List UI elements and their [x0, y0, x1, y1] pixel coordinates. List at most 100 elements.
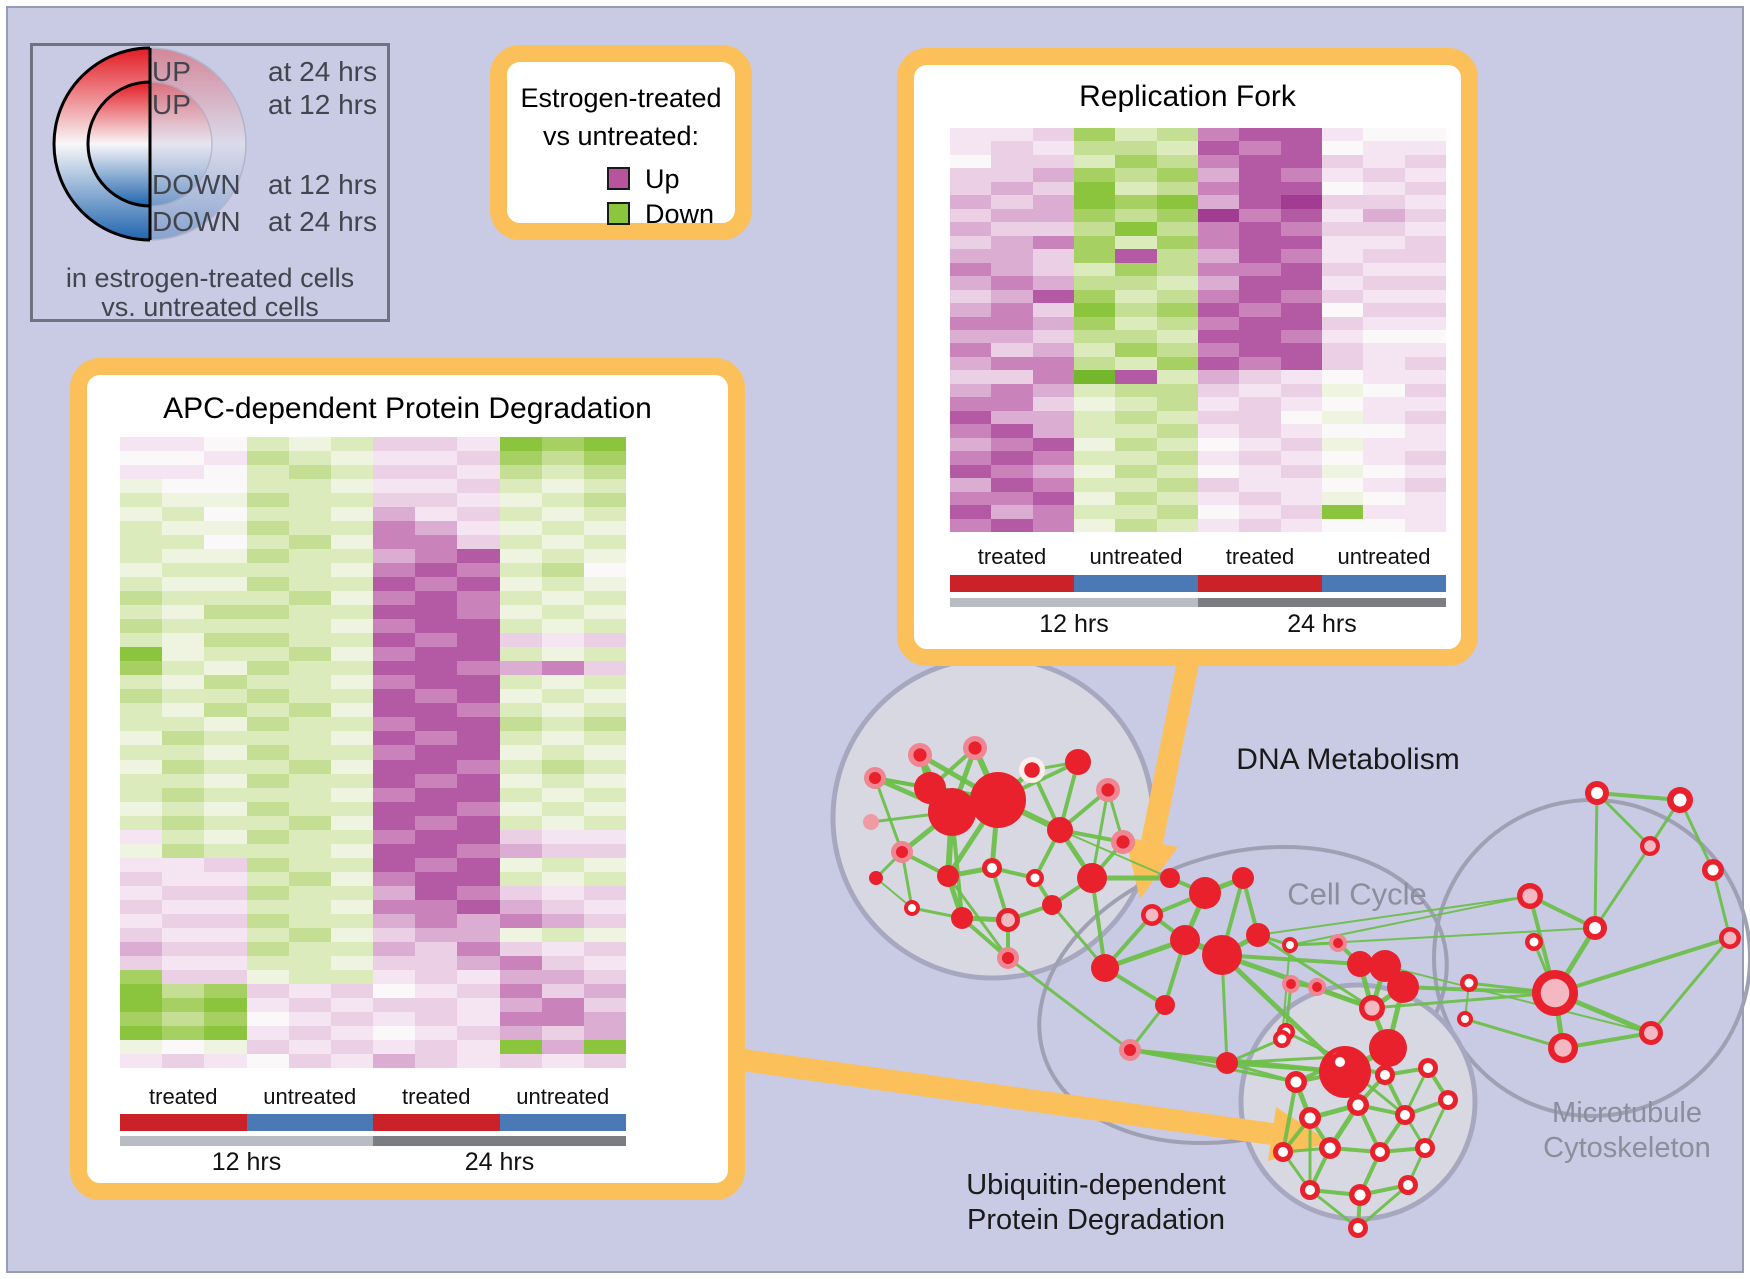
heatmap-cell — [541, 759, 584, 774]
condition-color-bar-segment — [1322, 575, 1446, 592]
heatmap-cell — [373, 549, 416, 564]
timepoint-bar-24hrs — [373, 1136, 626, 1146]
heatmap-cell — [1363, 128, 1405, 142]
heatmap-cell — [204, 927, 247, 942]
heatmap-cell — [499, 1011, 542, 1026]
network-node-core — [1380, 1070, 1390, 1080]
heatmap-cell — [120, 675, 163, 690]
heatmap-cell — [991, 329, 1033, 344]
heatmap-cell — [1073, 464, 1116, 479]
heatmap-cell — [1321, 343, 1364, 357]
heatmap-cell — [330, 577, 373, 592]
condition-color-bar-segment — [120, 1114, 247, 1131]
heatmap-cell — [1239, 235, 1281, 250]
cluster-label-dna-metabolism: DNA Metabolism — [1236, 743, 1460, 776]
heatmap-cell — [541, 829, 584, 844]
heatmap-cell — [204, 717, 247, 732]
heatmap-cell — [204, 745, 247, 760]
heatmap-cell — [457, 941, 500, 956]
heatmap-cell — [1363, 329, 1405, 344]
heatmap-cell — [162, 563, 205, 578]
heatmap-cell — [541, 661, 584, 676]
heatmap-cell — [583, 997, 626, 1012]
heatmap-cell — [499, 1025, 542, 1040]
heatmap-cell — [120, 619, 163, 634]
condition-label: untreated — [1089, 544, 1183, 569]
heatmap-cell — [162, 689, 205, 704]
network-node-core — [1277, 1034, 1287, 1044]
heatmap-cell — [1197, 208, 1240, 223]
heatmap-cell — [120, 661, 163, 676]
heatmap-cell — [457, 801, 500, 816]
heatmap-cell — [1280, 437, 1322, 452]
heatmap-cell — [162, 605, 205, 620]
heatmap-cell — [120, 647, 163, 662]
timepoint-label: 24 hrs — [464, 1148, 535, 1176]
heatmap-cell — [204, 857, 247, 872]
heatmap-cell — [415, 997, 458, 1012]
heatmap-cell — [330, 913, 373, 928]
heatmap-cell — [1363, 464, 1405, 479]
heatmap-cell — [1280, 370, 1322, 384]
heatmap-cell — [1239, 303, 1281, 317]
network-node-core — [1353, 1223, 1363, 1233]
heatmap-cell — [246, 885, 289, 900]
heatmap-cell — [162, 759, 205, 774]
heatmap-cell — [991, 356, 1033, 371]
heatmap-cell — [1239, 316, 1281, 330]
heatmap-cell — [415, 983, 458, 998]
network-node — [937, 865, 959, 887]
heatmap-cell — [120, 703, 163, 718]
heatmap-cell — [1197, 424, 1240, 438]
heatmap-cell — [1073, 128, 1116, 142]
heatmap-cell — [1321, 329, 1364, 344]
heatmap-cell — [415, 773, 458, 788]
heatmap-cell — [288, 717, 331, 732]
heatmap-cell — [373, 1039, 416, 1054]
heatmap-cell — [499, 633, 542, 648]
heatmap-cell — [541, 633, 584, 648]
heatmap-cell — [1197, 478, 1240, 492]
heatmap-cell — [1197, 262, 1240, 277]
heatmap-cell — [1239, 154, 1281, 169]
heatmap-cell — [1115, 464, 1157, 479]
heatmap-cell — [415, 815, 458, 830]
heatmap-cell — [1197, 397, 1240, 411]
heatmap-cell — [373, 507, 416, 522]
timepoint-label: 24 hrs — [1287, 610, 1357, 638]
heatmap-cell — [1073, 356, 1116, 371]
heatmap-cell — [162, 885, 205, 900]
heatmap-cell — [288, 843, 331, 858]
heatmap-cell — [1032, 424, 1074, 438]
heatmap-cell — [288, 451, 331, 466]
heatmap-cell — [288, 899, 331, 914]
heatmap-cell — [950, 262, 992, 277]
network-node-core — [1024, 762, 1040, 778]
heatmap-cell — [1321, 397, 1364, 411]
heatmap-cell — [204, 451, 247, 466]
heatmap-cell — [541, 493, 584, 508]
heatmap-cell — [246, 969, 289, 984]
heatmap-cell — [991, 276, 1033, 290]
heatmap-cell — [541, 745, 584, 760]
heatmap-cell — [499, 549, 542, 564]
heatmap-cell — [541, 997, 584, 1012]
network-node-core — [1286, 941, 1294, 949]
network-node — [1077, 863, 1107, 893]
heatmap-cell — [499, 577, 542, 592]
network-node-core — [1554, 1039, 1572, 1057]
apc-heatmap — [120, 437, 626, 1068]
heatmap-cell — [457, 997, 500, 1012]
heatmap-cell — [288, 885, 331, 900]
heatmap-cell — [1321, 195, 1364, 209]
heatmap-cell — [1156, 329, 1198, 344]
heatmap-cell — [1363, 262, 1405, 277]
network-edge — [1711, 868, 1732, 940]
network-node-core — [1335, 1057, 1345, 1067]
heatmap-cell — [457, 451, 500, 466]
heatmap-cell — [415, 689, 458, 704]
heatmap-cell — [330, 479, 373, 494]
heatmap-cell — [1032, 276, 1074, 290]
heatmap-cell — [1156, 343, 1198, 357]
heatmap-cell — [288, 661, 331, 676]
